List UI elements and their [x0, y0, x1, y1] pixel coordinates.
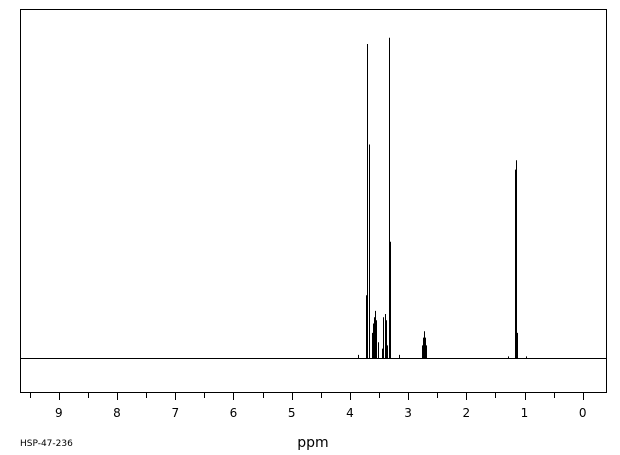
x-tick-label: 4: [346, 406, 354, 420]
plot-frame: [20, 9, 607, 393]
x-tick-label: 0: [579, 406, 587, 420]
x-axis-title: ppm: [297, 435, 328, 451]
x-axis-ticks: [30, 392, 584, 400]
x-tick-label: 6: [230, 406, 238, 420]
sample-code-label: HSP-47-236: [20, 439, 73, 449]
x-tick-label: 9: [55, 406, 63, 420]
x-tick-label: 2: [462, 406, 470, 420]
x-tick-label: 7: [171, 406, 179, 420]
x-tick-label: 1: [521, 406, 529, 420]
x-tick-label: 8: [113, 406, 121, 420]
x-axis-tick-labels: 9 8 7 6 5 4 3 2 1 0: [55, 406, 587, 420]
spectrum-peaks: [358, 37, 527, 358]
x-tick-label: 3: [404, 406, 412, 420]
x-tick-label: 5: [288, 406, 296, 420]
